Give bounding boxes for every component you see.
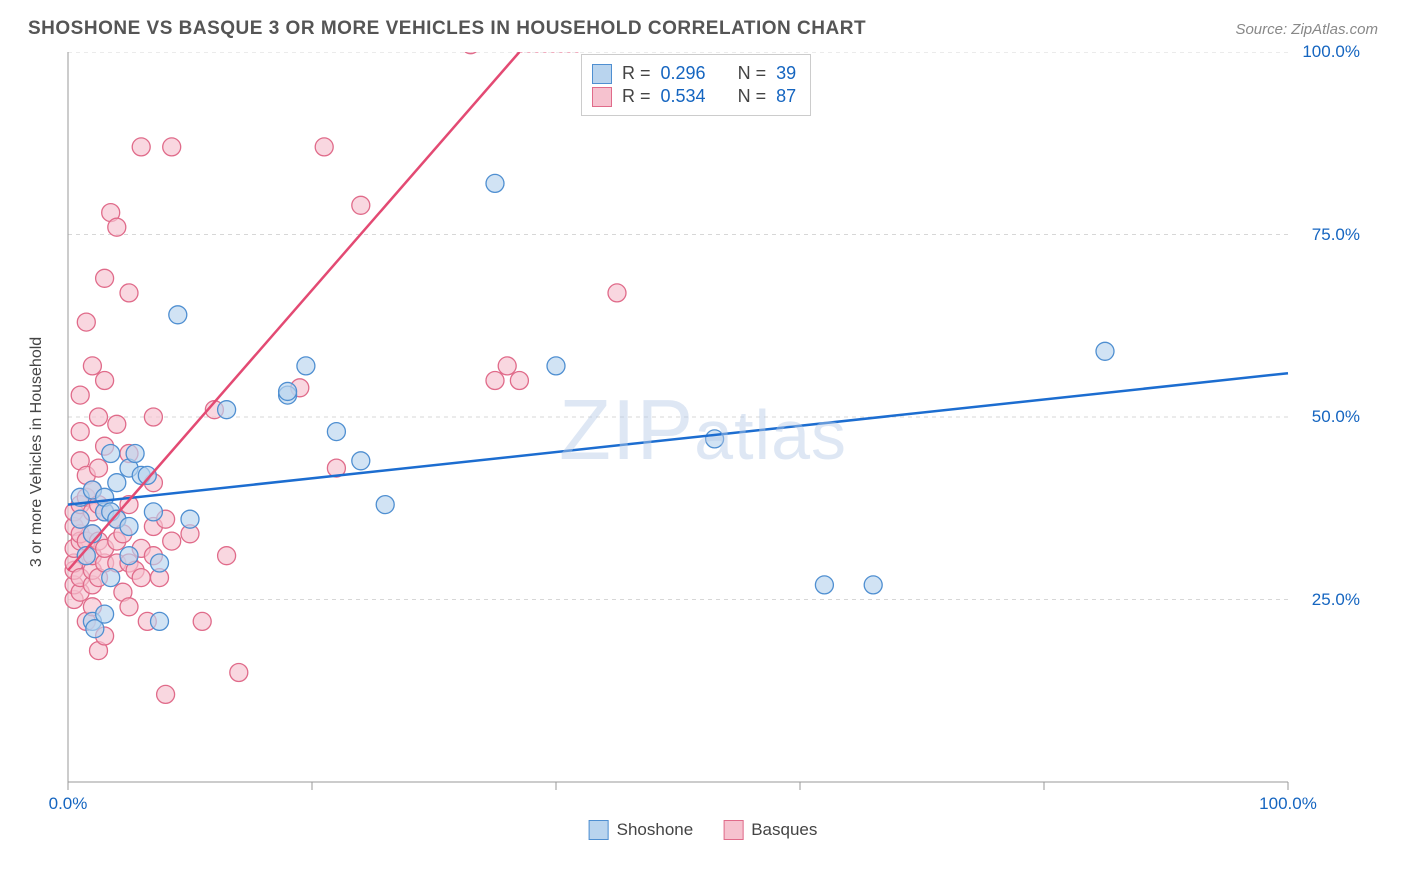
legend-swatch [723,820,743,840]
legend-swatch [589,820,609,840]
x-tick-label: 100.0% [1259,794,1317,814]
y-tick-label: 50.0% [1312,407,1360,427]
n-value: 87 [776,86,796,107]
n-label: N = [738,86,767,107]
source-attribution: Source: ZipAtlas.com [1235,21,1378,38]
y-axis-label: 3 or more Vehicles in Household [28,337,46,567]
chart-svg [28,52,1378,842]
r-label: R = [622,63,651,84]
n-label: N = [738,63,767,84]
y-tick-label: 75.0% [1312,225,1360,245]
r-value: 0.534 [661,86,706,107]
legend-swatch [592,64,612,84]
legend-item-shoshone: Shoshone [589,820,694,840]
chart-title: SHOSHONE VS BASQUE 3 OR MORE VEHICLES IN… [28,18,866,40]
legend-item-basques: Basques [723,820,817,840]
r-value: 0.296 [661,63,706,84]
x-tick-label: 0.0% [49,794,88,814]
legend-label: Shoshone [617,820,694,840]
legend-label: Basques [751,820,817,840]
scatter-chart: 3 or more Vehicles in Household ZIPatlas… [28,52,1378,842]
y-tick-label: 25.0% [1312,590,1360,610]
y-tick-label: 100.0% [1302,42,1360,62]
n-value: 39 [776,63,796,84]
legend-row-shoshone: R = 0.296 N = 39 [592,63,796,84]
legend-row-basques: R = 0.534 N = 87 [592,86,796,107]
correlation-legend: R = 0.296 N = 39 R = 0.534 N = 87 [581,54,811,116]
series-legend: Shoshone Basques [589,820,818,840]
r-label: R = [622,86,651,107]
legend-swatch [592,87,612,107]
